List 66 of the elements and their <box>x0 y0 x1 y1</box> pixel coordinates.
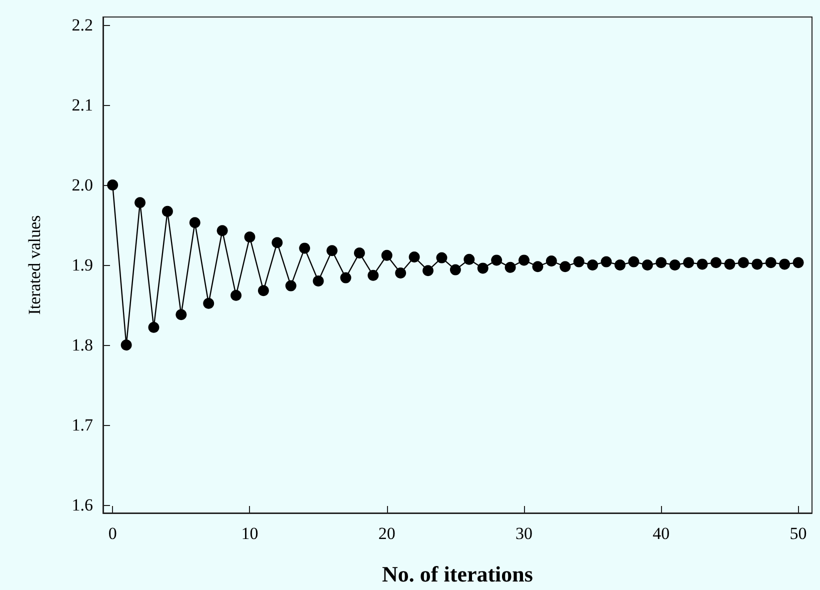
point <box>765 257 776 268</box>
point <box>642 260 653 270</box>
point <box>203 298 214 309</box>
point <box>340 272 352 284</box>
x-axis-title: No. of iterations <box>382 562 534 586</box>
point <box>504 262 516 273</box>
point <box>546 256 557 266</box>
point <box>176 309 187 320</box>
point <box>148 322 160 333</box>
x-tick-label: 30 <box>516 524 533 543</box>
y-tick-label: 1.9 <box>72 256 93 274</box>
point <box>326 245 338 256</box>
point <box>368 270 379 281</box>
point <box>518 254 530 266</box>
point <box>312 276 324 286</box>
point <box>381 250 392 261</box>
point <box>436 252 448 264</box>
point <box>285 280 296 292</box>
point <box>656 257 667 268</box>
point <box>560 261 571 272</box>
y-tick-label: 1.7 <box>72 416 94 434</box>
point <box>532 261 544 272</box>
y-axis-title: Iterated values <box>25 215 44 315</box>
point <box>779 258 790 270</box>
point <box>696 258 708 270</box>
y-tick-label: 2.1 <box>72 96 93 114</box>
y-tick-label: 1.8 <box>72 336 93 354</box>
point <box>162 206 173 217</box>
y-tick-label: 2.2 <box>72 16 93 34</box>
point <box>354 248 365 258</box>
point <box>600 256 612 268</box>
point <box>752 258 763 270</box>
x-tick-label: 50 <box>790 524 807 543</box>
point <box>395 268 406 278</box>
point <box>230 290 242 301</box>
point <box>477 262 488 274</box>
y-tick-label: 2.0 <box>72 176 93 194</box>
point <box>408 252 420 262</box>
point <box>107 180 118 190</box>
point <box>272 237 283 248</box>
point <box>216 225 228 236</box>
point <box>134 197 146 208</box>
point <box>628 256 640 268</box>
point <box>450 264 461 276</box>
point <box>710 257 722 268</box>
point <box>669 260 680 270</box>
point <box>738 257 749 268</box>
point <box>120 340 132 350</box>
x-tick-label: 40 <box>652 524 670 543</box>
x-tick-label: 0 <box>108 524 117 543</box>
point <box>683 257 694 268</box>
point <box>244 232 256 242</box>
point <box>464 254 475 265</box>
x-tick-label: 10 <box>241 524 258 543</box>
point <box>299 242 310 254</box>
point <box>258 285 269 296</box>
point <box>724 258 736 270</box>
x-tick-label: 20 <box>378 524 396 543</box>
point <box>491 254 502 266</box>
point <box>587 260 598 270</box>
point <box>189 217 200 228</box>
point <box>792 257 804 268</box>
point <box>573 256 584 268</box>
point <box>422 265 434 276</box>
y-tick-label: 1.6 <box>72 496 93 514</box>
point <box>614 260 626 270</box>
